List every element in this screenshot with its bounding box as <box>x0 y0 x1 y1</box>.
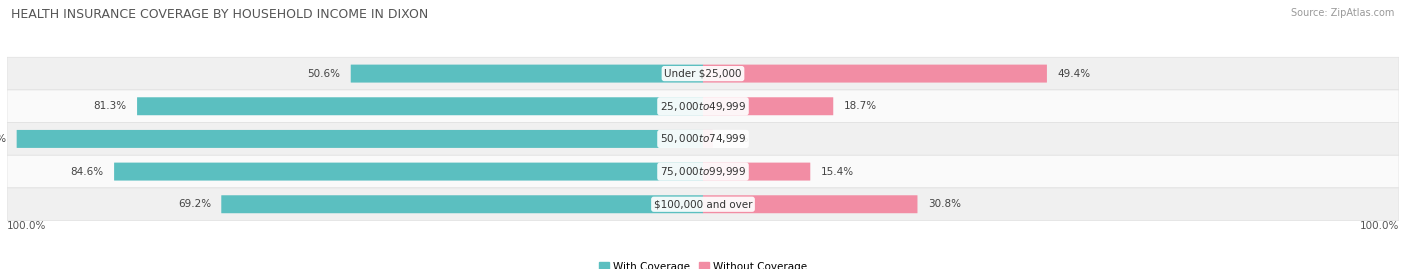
Text: $50,000 to $74,999: $50,000 to $74,999 <box>659 132 747 146</box>
FancyBboxPatch shape <box>7 123 1399 155</box>
FancyBboxPatch shape <box>7 90 1399 123</box>
FancyBboxPatch shape <box>703 97 834 115</box>
FancyBboxPatch shape <box>703 162 810 180</box>
FancyBboxPatch shape <box>703 195 918 213</box>
Text: 84.6%: 84.6% <box>70 167 104 176</box>
FancyBboxPatch shape <box>350 65 703 83</box>
FancyBboxPatch shape <box>703 65 1047 83</box>
Text: $75,000 to $99,999: $75,000 to $99,999 <box>659 165 747 178</box>
Text: 49.4%: 49.4% <box>1057 69 1091 79</box>
Text: 15.4%: 15.4% <box>821 167 853 176</box>
Text: 18.7%: 18.7% <box>844 101 877 111</box>
FancyBboxPatch shape <box>221 195 703 213</box>
Text: 30.8%: 30.8% <box>928 199 960 209</box>
Text: Under $25,000: Under $25,000 <box>664 69 742 79</box>
Text: 1.4%: 1.4% <box>723 134 749 144</box>
Text: 81.3%: 81.3% <box>94 101 127 111</box>
Text: 50.6%: 50.6% <box>308 69 340 79</box>
FancyBboxPatch shape <box>17 130 703 148</box>
FancyBboxPatch shape <box>136 97 703 115</box>
Text: 98.6%: 98.6% <box>0 134 7 144</box>
Text: $25,000 to $49,999: $25,000 to $49,999 <box>659 100 747 113</box>
Text: HEALTH INSURANCE COVERAGE BY HOUSEHOLD INCOME IN DIXON: HEALTH INSURANCE COVERAGE BY HOUSEHOLD I… <box>11 8 429 21</box>
FancyBboxPatch shape <box>114 162 703 180</box>
Text: 100.0%: 100.0% <box>1360 221 1399 231</box>
FancyBboxPatch shape <box>7 57 1399 90</box>
Legend: With Coverage, Without Coverage: With Coverage, Without Coverage <box>596 260 810 269</box>
FancyBboxPatch shape <box>7 188 1399 221</box>
Text: $100,000 and over: $100,000 and over <box>654 199 752 209</box>
FancyBboxPatch shape <box>7 155 1399 188</box>
FancyBboxPatch shape <box>703 130 713 148</box>
Text: 100.0%: 100.0% <box>7 221 46 231</box>
Text: Source: ZipAtlas.com: Source: ZipAtlas.com <box>1291 8 1395 18</box>
Text: 69.2%: 69.2% <box>177 199 211 209</box>
